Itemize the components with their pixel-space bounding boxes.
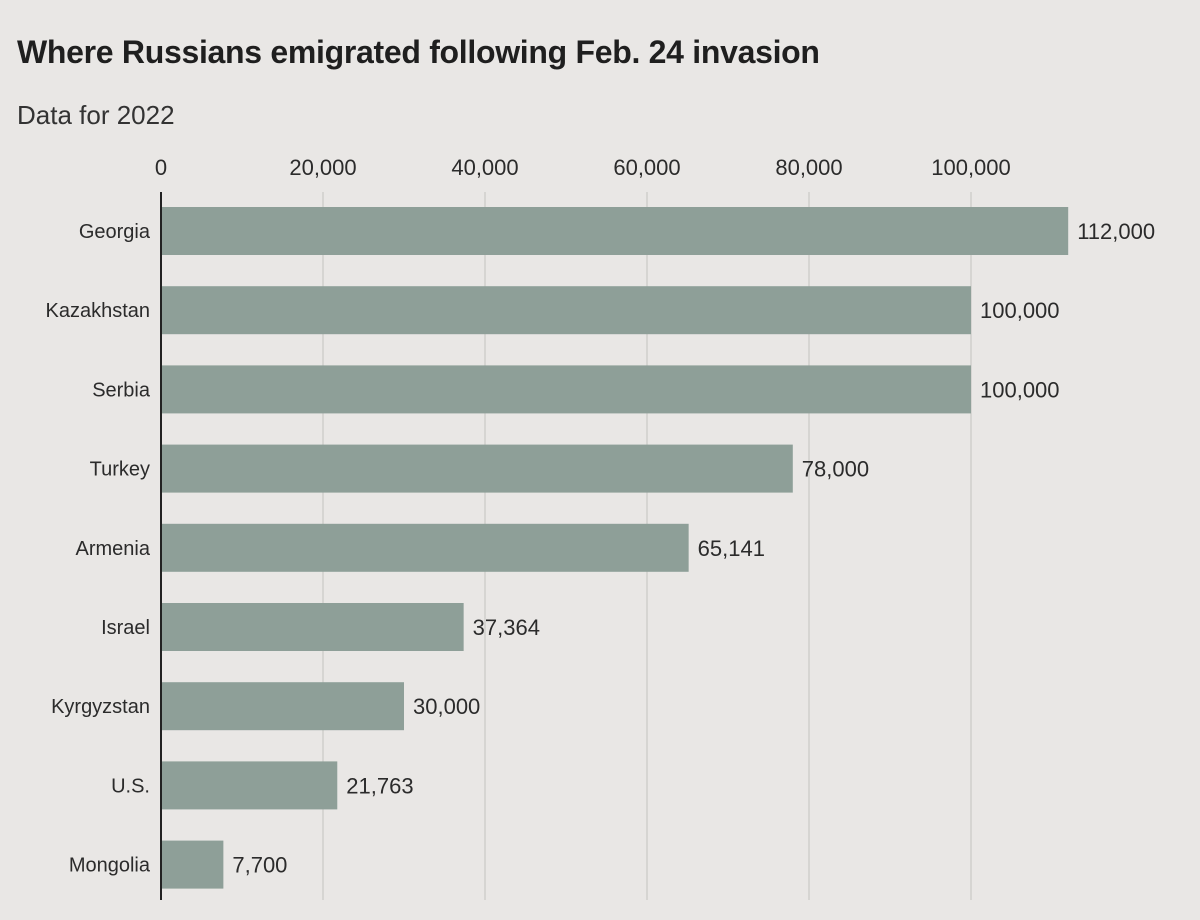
bars [161,207,1069,889]
bar [161,207,1069,255]
category-label: Serbia [92,379,151,401]
x-tick-label: 20,000 [289,155,356,180]
bar [161,444,793,493]
category-label: Israel [101,617,150,639]
x-tick-label: 60,000 [613,155,680,180]
value-label: 78,000 [802,457,869,482]
x-tick-label: 40,000 [451,155,518,180]
bar [161,761,338,810]
bar [161,840,224,889]
x-tick-label: 80,000 [775,155,842,180]
value-label: 100,000 [980,298,1060,323]
bar [161,286,971,335]
category-label: Armenia [76,538,151,560]
x-tick-label: 100,000 [931,155,1011,180]
bar [161,523,689,572]
chart-title: Where Russians emigrated following Feb. … [17,34,820,70]
value-label: 7,700 [232,853,287,878]
value-label: 65,141 [698,536,765,561]
bar [161,682,404,731]
x-axis-ticks: 0 20,000 40,000 60,000 80,000 100,000 [155,155,1011,180]
x-tick-label: 0 [155,155,167,180]
category-label: Kyrgyzstan [51,696,150,718]
category-label: Turkey [90,459,150,481]
category-label: Mongolia [69,855,151,877]
category-label: Georgia [79,221,151,243]
value-label: 100,000 [980,377,1060,402]
value-label: 21,763 [346,773,413,798]
category-labels: Georgia Kazakhstan Serbia Turkey Armenia Isra… [45,221,150,877]
chart-subtitle: Data for 2022 [17,100,175,130]
bar [161,603,464,651]
category-label: U.S. [111,775,150,797]
value-label: 37,364 [473,615,540,640]
value-label: 30,000 [413,694,480,719]
bar [161,365,971,414]
value-labels: 112,000 100,000 100,000 78,000 65,141 37,364 3… [232,219,1155,878]
category-label: Kazakhstan [45,300,150,322]
value-label: 112,000 [1077,219,1155,244]
